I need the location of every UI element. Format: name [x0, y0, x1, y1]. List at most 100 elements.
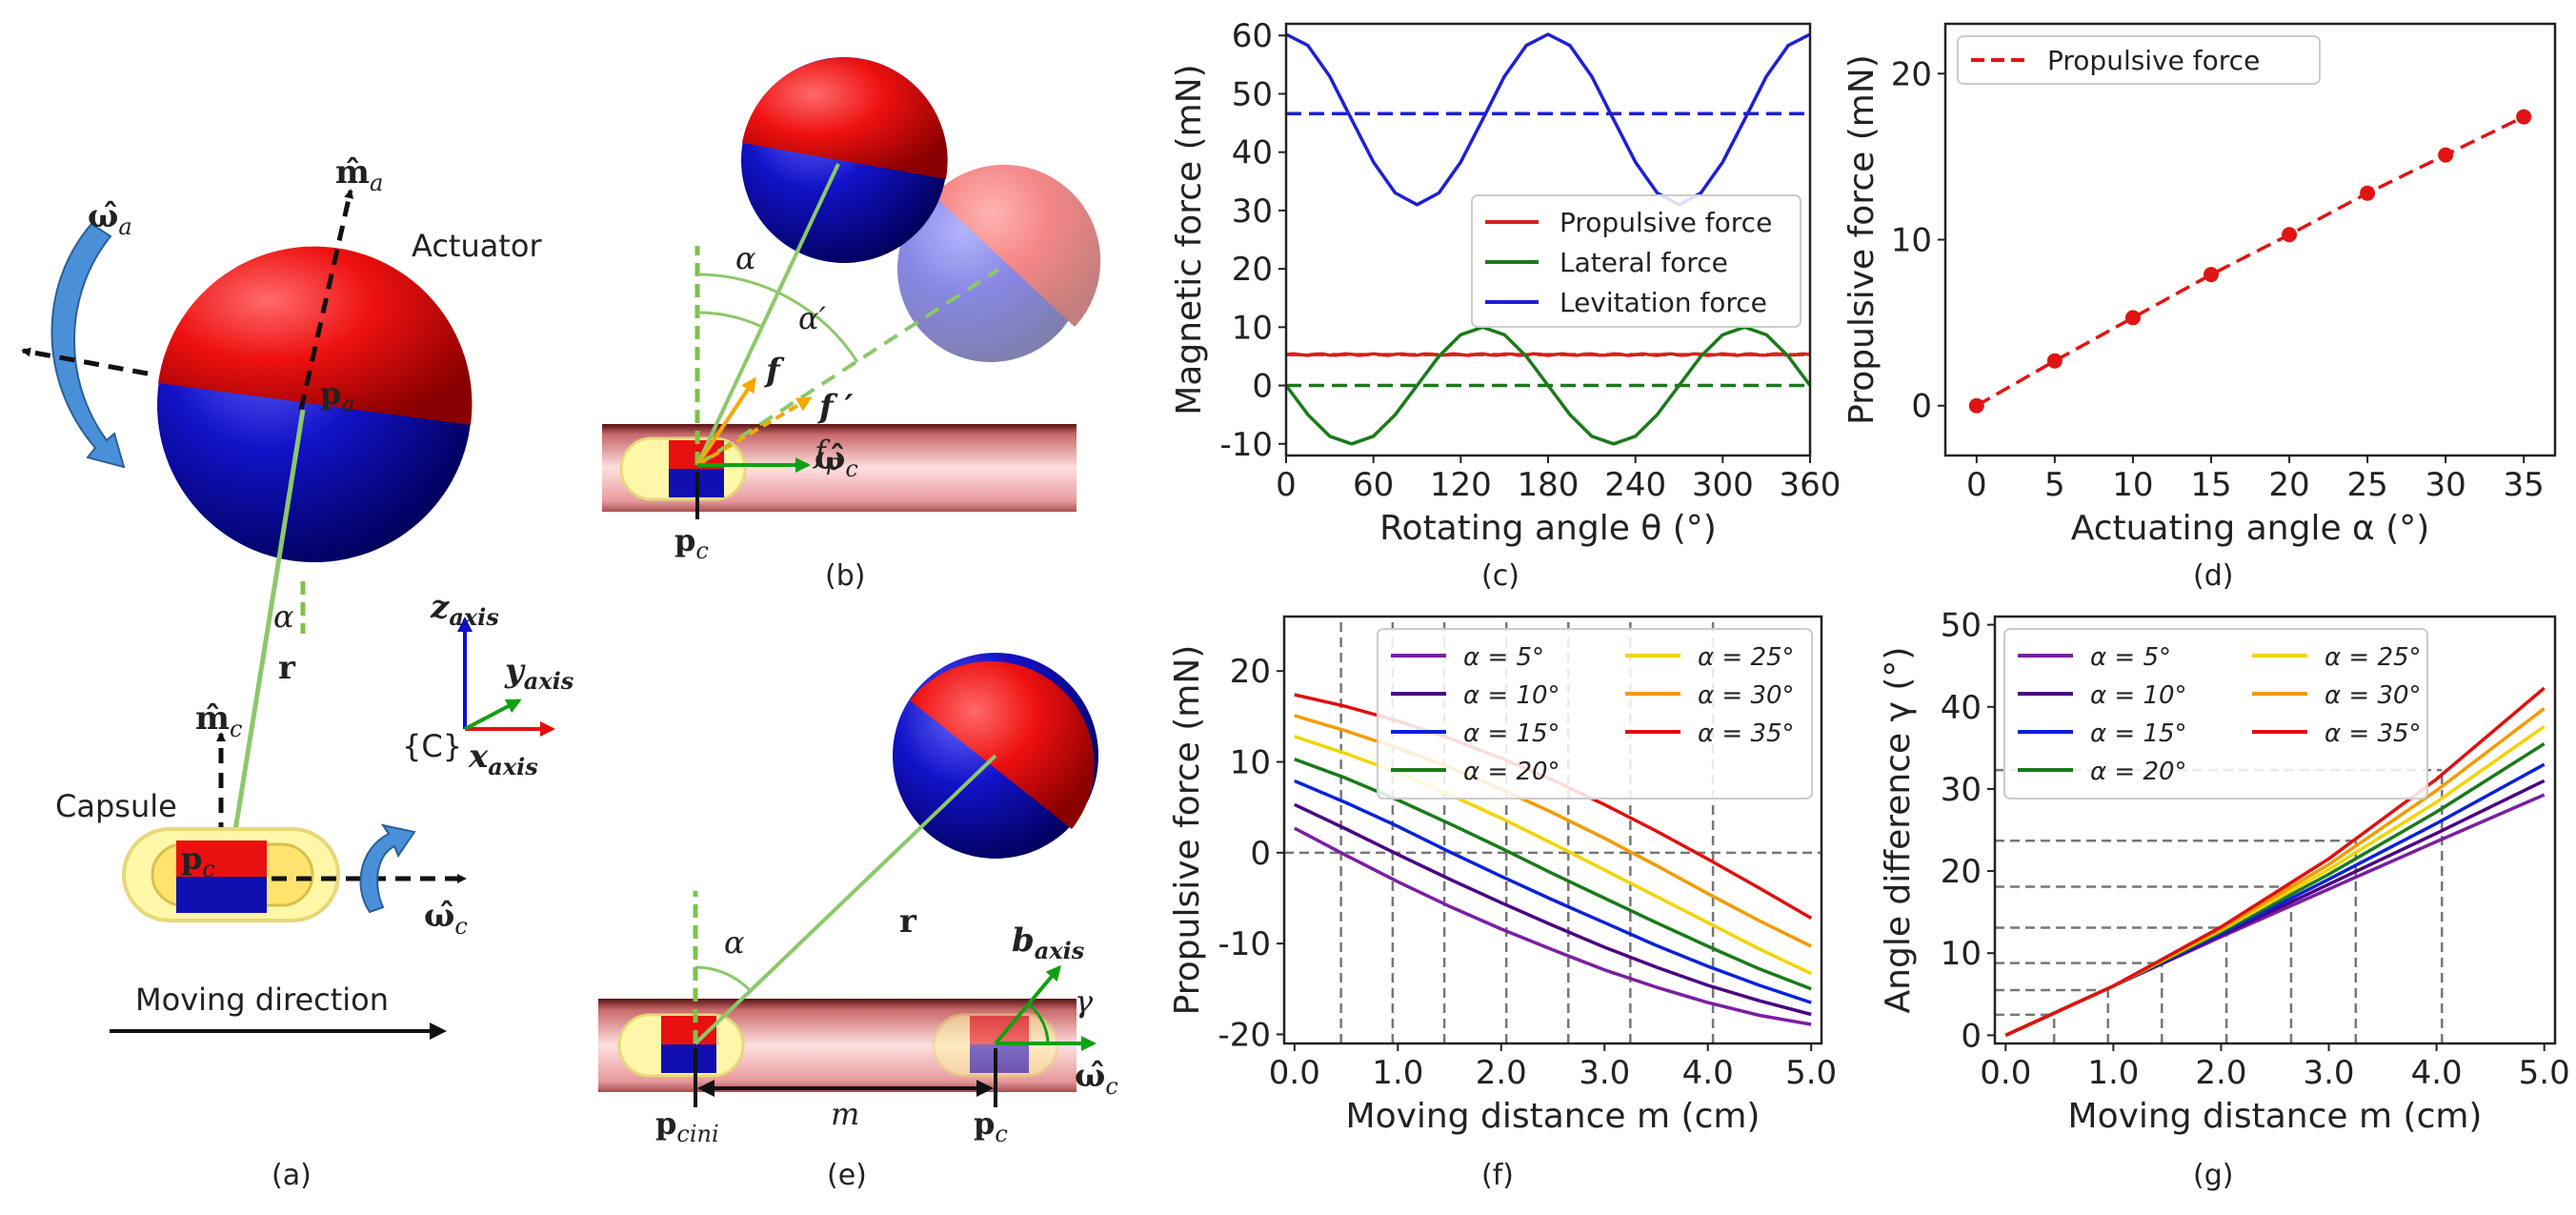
legend: α = 5° α = 10° α = 15° α = 20° α = 25° α = 30… [2003, 628, 2428, 800]
diagram-b: α α′ f f ′ ω̂c fp pc (b) [602, 57, 1101, 593]
m-a-label: m̂a [335, 153, 383, 196]
x-tick-label: 25 [2346, 466, 2387, 504]
p-c-label-b: pc [674, 522, 709, 564]
p-cini-label: pcini [655, 1105, 719, 1147]
y-tick-label: 40 [1941, 689, 1982, 727]
legend-label: Propulsive force [2047, 45, 2260, 76]
m-a-axis [298, 189, 354, 411]
alpha-arc-b [696, 311, 763, 329]
y-tick-label: 50 [1232, 75, 1273, 113]
omega-c-label-b: ω̂c [815, 439, 858, 482]
f-prime-label: f ′ [817, 388, 853, 426]
y-tick-label: 50 [1941, 607, 1982, 645]
y-axis-label: Magnetic force (mN) [1170, 64, 1209, 415]
y-tick-label: -10 [1219, 426, 1273, 464]
x-tick-label: 300 [1692, 466, 1754, 504]
y-tick-label: 20 [1230, 653, 1271, 691]
data-point [1968, 397, 1984, 414]
x-tick-label: 35 [2504, 466, 2545, 504]
series-line-propulsive-force [1975, 115, 2525, 408]
legend-label: Levitation force [1560, 287, 1767, 318]
x-tick-label: 3.0 [2303, 1054, 2354, 1092]
ghost-sphere [897, 164, 1101, 362]
panel-label-f: (f) [1481, 1159, 1514, 1192]
legend: α = 5° α = 10° α = 15° α = 20° α = 25° α = 30… [1377, 628, 1813, 800]
gamma-label: γ [1075, 983, 1094, 1020]
gamma-arc-e [1028, 1002, 1050, 1044]
legend-label: α = 25° [1698, 643, 1795, 672]
m-label-e: m [831, 1096, 859, 1132]
x-tick-label: 2.0 [1476, 1054, 1527, 1092]
x-tick-label: 60 [1353, 466, 1394, 504]
legend-label: α = 30° [1698, 681, 1795, 710]
x-axis-label: Rotating angle θ (°) [1379, 509, 1717, 548]
y-axis-label: yaxis [504, 652, 574, 695]
diagram-a: Actuator m̂a ω̂a pa α r m̂c Capsule pc ω… [21, 153, 574, 1192]
y-tick-label: 10 [1232, 309, 1273, 347]
legend-label: α = 15° [1463, 719, 1560, 748]
legend-label: Propulsive force [1560, 207, 1772, 238]
data-point [2360, 185, 2376, 201]
y-tick-label: 20 [1891, 55, 1932, 93]
legend: Propulsive force [1957, 35, 2321, 85]
series-line--15- [1294, 779, 1812, 1004]
coordinate-frame: zaxis yaxis xaxis {C} [402, 588, 574, 780]
x-axis-label: Actuating angle α (°) [2071, 509, 2430, 548]
legend-label: α = 10° [1463, 681, 1560, 710]
x-tick-label: 3.0 [1579, 1054, 1630, 1092]
y-tick-label: 20 [1232, 251, 1273, 289]
y-axis-label: Propulsive force (mN) [1842, 54, 1882, 425]
data-point [2046, 353, 2063, 369]
capsule-a [122, 827, 340, 922]
x-tick-label: 1.0 [1372, 1054, 1423, 1092]
r-line-e [694, 754, 997, 1045]
r-vector [223, 409, 306, 875]
y-tick-label: 30 [1232, 192, 1273, 231]
chart-d: 0 5 10 15 20 25 30 35 0 10 20 Actuating angle α (°)… [1842, 22, 2557, 548]
f-prime-vector [695, 396, 813, 467]
x-tick-label: 0 [1276, 466, 1297, 504]
r-label-a: r [278, 649, 296, 687]
x-tick-label: 4.0 [2411, 1054, 2463, 1092]
x-tick-label: 30 [2425, 466, 2465, 504]
x-tick-label: 5.0 [1785, 1054, 1837, 1092]
legend-label: α = 5° [2090, 643, 2171, 672]
alpha-prime-label-b: α′ [798, 300, 827, 336]
frame-label: {C} [402, 728, 462, 764]
alpha-label-b: α [735, 240, 756, 276]
x-axis-label: Moving distance m (cm) [1346, 1097, 1761, 1136]
f-vector [695, 376, 756, 467]
legend-label: α = 20° [1463, 758, 1560, 786]
x-axis-label: xaxis [468, 738, 538, 780]
alpha-label-e: α [724, 924, 745, 961]
panel-label-e: (e) [827, 1159, 867, 1192]
plot-frame [1993, 615, 2557, 1045]
legend-label: α = 35° [2324, 719, 2422, 748]
y-tick-label: 0 [1961, 1017, 1982, 1055]
diagram-e: α r baxis γ ω̂c pcini m pc (e) [598, 653, 1118, 1192]
actuator-rotation-arrow [50, 222, 126, 469]
omega-c-label-a: ω̂c [424, 897, 468, 940]
z-axis-label: zaxis [430, 588, 499, 631]
series-line--10- [1294, 802, 1812, 1017]
moving-direction-label: Moving direction [135, 982, 389, 1018]
y-tick-label: 10 [1941, 935, 1982, 973]
data-point [2203, 267, 2219, 283]
series-line-levitation-force [1285, 32, 1811, 207]
actuator-sphere-b [741, 57, 948, 263]
x-tick-label: 4.0 [1682, 1054, 1734, 1092]
omega-a-axis [21, 347, 149, 376]
y-tick-label: 0 [1911, 388, 1932, 426]
panel-label-d: (d) [2193, 559, 2233, 593]
legend-label: Lateral force [1560, 247, 1728, 278]
chart-c: 0 60 120 180 240 300 360-100102030405060Rotati… [1170, 17, 1841, 548]
b-axis-vector [994, 964, 1061, 1045]
p-a-label: pa [320, 375, 355, 417]
series-line--5- [1293, 826, 1812, 1026]
y-tick-label: 10 [1230, 744, 1271, 782]
legend-box [1377, 628, 1813, 800]
legend-box [1471, 194, 1801, 328]
x-tick-label: 120 [1430, 466, 1492, 504]
y-tick-label: 60 [1232, 17, 1273, 55]
